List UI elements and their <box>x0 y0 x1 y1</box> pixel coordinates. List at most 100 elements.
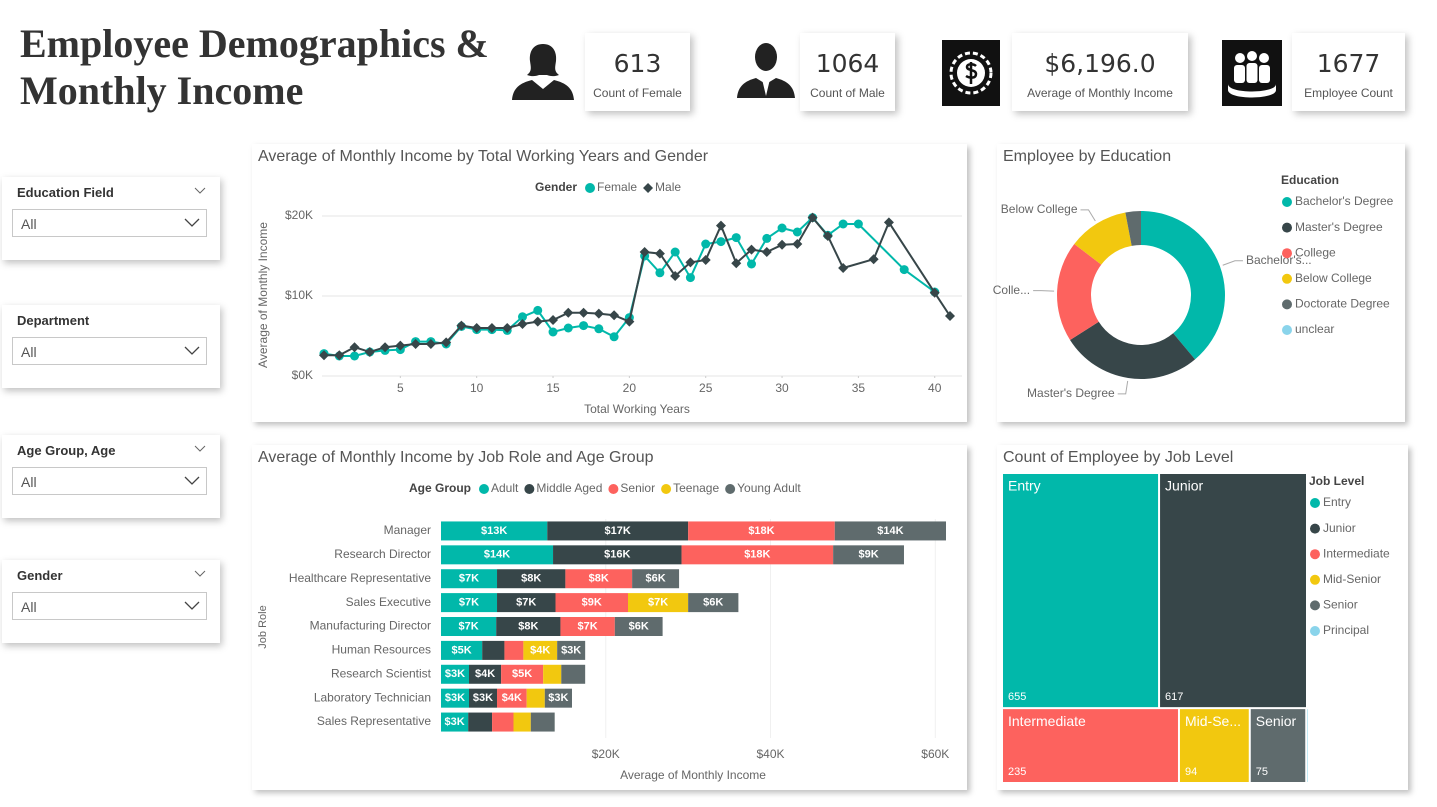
x-tick-label: 20 <box>623 381 637 395</box>
page-title: Employee Demographics & Monthly Income <box>20 21 489 114</box>
point <box>868 254 879 265</box>
data-label: $3K <box>473 692 493 704</box>
donut-slice <box>1056 243 1102 340</box>
legend-item: Male <box>643 180 681 194</box>
point <box>670 271 681 281</box>
chevron[interactable] <box>194 187 206 195</box>
point <box>548 327 558 337</box>
point <box>364 347 375 357</box>
leader-line <box>1117 380 1129 395</box>
slicer: Age Group, Age All <box>2 435 220 518</box>
kpi-value: $6,196.0 <box>1044 49 1156 78</box>
y-tick-label: Sales Representative <box>317 714 431 728</box>
point <box>517 312 527 322</box>
legend-label: Senior <box>620 481 655 495</box>
chart-title: Employee by Education <box>1003 148 1171 165</box>
legend-marker <box>1310 626 1320 636</box>
point <box>334 350 345 361</box>
slicer-title: Department <box>17 313 90 328</box>
legend-item: Adult <box>479 481 519 495</box>
tile-label: Senior <box>1256 713 1297 729</box>
x-tick-label: $40K <box>757 747 785 761</box>
y-tick-label: $20K <box>285 208 313 222</box>
legend-title: Age Group <box>409 481 471 495</box>
slice-label: Below College <box>1001 202 1078 216</box>
y-tick-label: Research Scientist <box>331 666 432 680</box>
legend-title: Job Level <box>1309 474 1364 488</box>
dropdown[interactable]: All <box>12 592 207 620</box>
data-label: $3K <box>548 692 568 704</box>
bar-segment <box>497 688 527 708</box>
point <box>700 255 711 265</box>
point <box>746 244 757 255</box>
income-icon <box>942 40 1000 106</box>
data-label: $7K <box>459 620 479 632</box>
bar-segment <box>482 640 505 660</box>
bar-segment <box>561 664 586 684</box>
legend-label: Master's Degree <box>1295 220 1383 234</box>
bar-segment <box>688 521 835 541</box>
data-label: $6K <box>629 620 649 632</box>
point <box>655 268 665 278</box>
legend-marker <box>1282 197 1292 207</box>
tile-label: Intermediate <box>1008 713 1086 729</box>
point <box>486 323 497 333</box>
data-label: $14K <box>484 549 510 561</box>
bar-segment <box>555 593 629 613</box>
data-label: $3K <box>445 692 465 704</box>
legend-marker <box>1282 273 1292 284</box>
point <box>685 257 696 268</box>
dropdown[interactable]: All <box>12 337 207 365</box>
bar-segment <box>681 545 834 565</box>
data-label: $6K <box>703 597 723 609</box>
dropdown[interactable]: All <box>12 209 207 237</box>
bar-segment <box>501 664 544 684</box>
point <box>533 305 543 315</box>
data-label: $7K <box>648 597 668 609</box>
y-tick-label: Healthcare Representative <box>289 571 431 585</box>
kpi-value: 1064 <box>815 49 880 78</box>
chart-title: Average of Monthly Income by Job Role an… <box>258 449 654 466</box>
chevron[interactable] <box>194 570 206 578</box>
slicer-title: Gender <box>17 568 63 583</box>
legend-label: Below College <box>1295 271 1372 285</box>
bar-segment <box>560 617 615 636</box>
bar-segment <box>834 521 946 541</box>
point <box>395 340 406 351</box>
x-axis-title: Average of Monthly Income <box>620 768 766 782</box>
point <box>731 233 741 243</box>
bar-segment <box>441 593 498 613</box>
point <box>701 239 711 249</box>
tile-value: 94 <box>1185 766 1197 778</box>
slicer: Department All <box>2 305 220 388</box>
point <box>853 219 863 229</box>
legend-item: Young Adult <box>725 481 801 495</box>
legend-label: Adult <box>491 481 519 495</box>
point <box>639 247 650 257</box>
x-axis-title: Total Working Years <box>584 402 690 416</box>
kpi-label: Employee Count <box>1304 86 1393 100</box>
legend-label: Senior <box>1323 598 1358 612</box>
point <box>594 324 604 334</box>
tile-label: Junior <box>1165 478 1203 494</box>
point <box>777 239 788 250</box>
bar-segment <box>496 617 561 636</box>
chart-title: Average of Monthly Income by Total Worki… <box>258 148 709 165</box>
y-axis-title: Job Role <box>257 605 269 648</box>
x-tick-label: 5 <box>397 381 404 395</box>
point <box>761 247 772 257</box>
treemap-tile <box>1250 709 1306 782</box>
chevron[interactable] <box>194 445 206 453</box>
y-tick-label: $0K <box>292 368 313 382</box>
kpi-value: 613 <box>613 49 662 78</box>
data-label: $8K <box>521 573 541 585</box>
data-label: $7K <box>578 620 598 632</box>
kpi-label: Count of Female <box>593 86 682 100</box>
tile-label: Mid-Se... <box>1185 713 1241 729</box>
point <box>762 233 772 243</box>
legend-marker <box>608 484 619 494</box>
legend-label: Bachelor's Degree <box>1295 194 1394 208</box>
tile-value: 655 <box>1008 691 1026 703</box>
legend-label: Middle Aged <box>536 481 602 495</box>
dropdown[interactable]: All <box>12 467 207 495</box>
